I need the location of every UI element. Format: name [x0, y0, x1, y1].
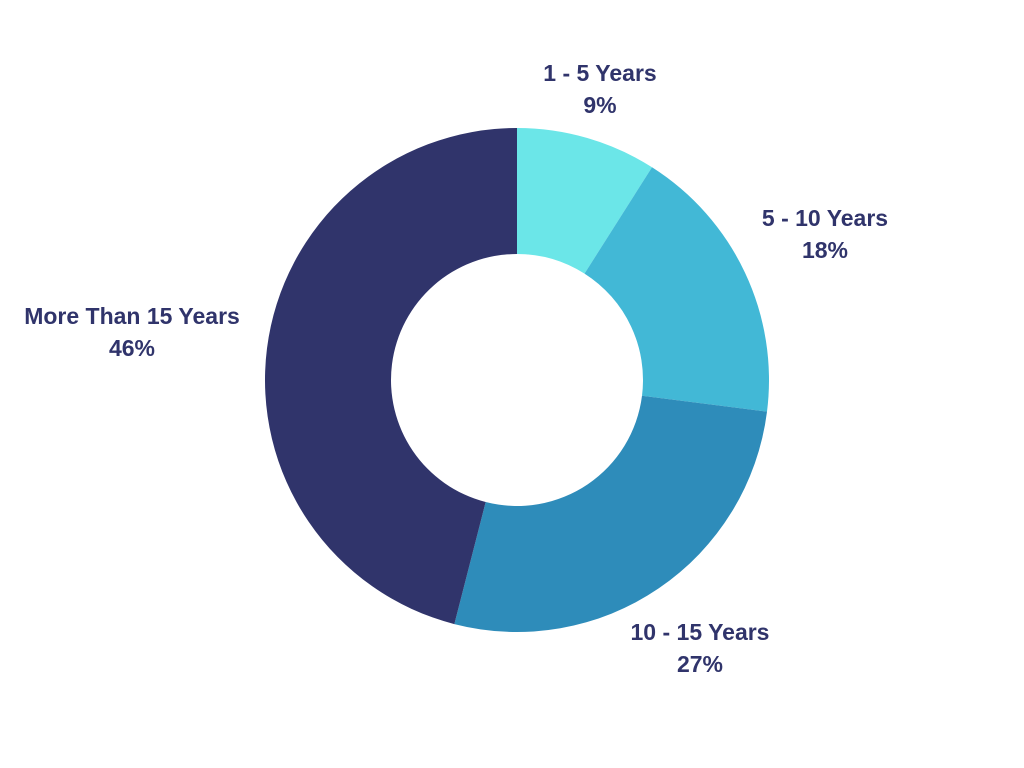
slice-label-3: 10 - 15 Years — [631, 619, 770, 645]
slice-label-1: 1 - 5 Years — [543, 60, 656, 86]
slices-group — [264, 128, 769, 632]
labels-group: 1 - 5 Years 9% 5 - 10 Years 18% 10 - 15 Year… — [24, 60, 888, 677]
donut-slice-more-than-15-years — [264, 128, 517, 625]
slice-value-3: 27% — [677, 651, 723, 677]
slice-label-4: More Than 15 Years — [24, 303, 240, 329]
donut-slice-5-10-years — [584, 167, 769, 412]
donut-slice-1-5-years — [517, 128, 653, 274]
slice-value-2: 18% — [802, 237, 848, 263]
slice-value-1: 9% — [583, 92, 616, 118]
slice-value-4: 46% — [109, 335, 155, 361]
donut-slice-10-15-years — [454, 395, 768, 632]
slice-label-2: 5 - 10 Years — [762, 205, 888, 231]
